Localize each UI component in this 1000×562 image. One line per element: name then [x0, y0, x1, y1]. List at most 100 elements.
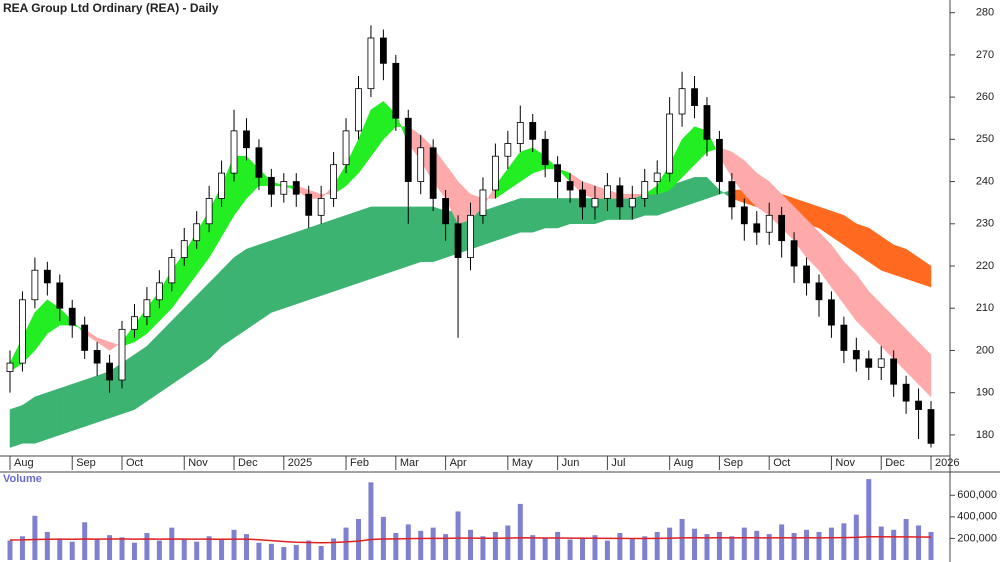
- ma-band: [905, 248, 919, 284]
- volume-bar: [82, 522, 88, 560]
- candle-body: [653, 172, 661, 182]
- ma-band: [507, 151, 521, 191]
- candle-body: [205, 198, 213, 225]
- y-tick-label: 400,000: [957, 511, 997, 523]
- candle-body: [541, 138, 549, 166]
- candle-body: [828, 299, 835, 326]
- volume-bar: [567, 539, 573, 560]
- ma-band: [831, 244, 845, 305]
- volume-bar: [119, 537, 125, 560]
- ma-band: [880, 235, 894, 275]
- volume-bar: [604, 540, 610, 560]
- ma-band: [22, 396, 36, 444]
- volume-bar: [741, 527, 747, 560]
- y-tick-label: 210: [976, 302, 994, 314]
- volume-bar: [69, 541, 75, 560]
- candle-body: [280, 181, 288, 195]
- ma-band: [408, 206, 421, 267]
- y-tick-label: 280: [976, 7, 994, 19]
- ma-band: [868, 227, 882, 271]
- candle-body: [19, 299, 26, 364]
- volume-bar: [505, 525, 511, 560]
- volume-bar: [555, 531, 561, 560]
- candle-body: [529, 122, 537, 140]
- ma-band: [918, 341, 932, 398]
- ma-band: [345, 210, 359, 288]
- candle-body: [168, 257, 176, 284]
- x-tick-label: Dec: [885, 457, 905, 469]
- candle-body: [566, 181, 574, 191]
- volume-bar: [592, 535, 598, 560]
- volume-bar: [393, 533, 399, 560]
- candle-body: [840, 324, 848, 351]
- volume-bar: [654, 531, 660, 560]
- y-tick-label: 250: [976, 133, 994, 145]
- volume-bar: [219, 539, 225, 560]
- ma-band: [370, 100, 384, 157]
- volume-bar: [642, 536, 648, 560]
- candle-body: [728, 181, 736, 208]
- ma-band: [694, 177, 708, 204]
- ma-band: [905, 328, 919, 385]
- volume-bar: [766, 534, 772, 560]
- candle-body: [865, 358, 873, 368]
- ma-band: [320, 219, 334, 296]
- volume-bar: [828, 527, 834, 560]
- candle-body: [230, 130, 238, 174]
- ma-band: [831, 210, 845, 246]
- volume-bar: [716, 531, 722, 560]
- x-tick-label: Aug: [674, 457, 694, 469]
- ma-band: [843, 214, 857, 254]
- ma-band: [258, 240, 272, 322]
- candle-body: [404, 117, 412, 182]
- y-tick-label: 600,000: [957, 489, 997, 501]
- candle-body: [267, 176, 275, 195]
- candle-body: [491, 155, 499, 191]
- x-tick-label: Feb: [350, 457, 369, 469]
- volume-bar: [355, 519, 361, 560]
- ma-band: [395, 206, 409, 271]
- volume-average-line: [9, 535, 932, 544]
- candle-body: [778, 214, 786, 242]
- volume-bar: [44, 531, 50, 560]
- candle-body: [890, 358, 898, 385]
- candle-body: [342, 130, 350, 166]
- volume-bar: [580, 537, 586, 560]
- ma-band: [856, 223, 870, 263]
- candle-body: [666, 113, 674, 174]
- ma-band: [843, 261, 857, 322]
- volume-bar: [667, 527, 673, 560]
- y-tick-label: 220: [976, 260, 994, 272]
- candle-body: [255, 147, 263, 178]
- candle-body: [815, 282, 823, 301]
- x-tick-label: Nov: [835, 457, 855, 469]
- volume-bar: [816, 531, 822, 560]
- ma-band: [233, 248, 247, 339]
- x-tick-label: Nov: [188, 457, 208, 469]
- candle-body: [6, 362, 14, 372]
- ma-band: [868, 290, 882, 347]
- volume-bar: [841, 523, 847, 560]
- volume-bar: [293, 544, 299, 560]
- x-tick-label: Aug: [14, 457, 34, 469]
- candle-body: [703, 105, 711, 140]
- x-tick-label: Oct: [773, 457, 790, 469]
- volume-bar: [94, 539, 100, 560]
- volume-bar: [430, 527, 436, 560]
- x-tick-label: Mar: [400, 457, 419, 469]
- volume-bar: [443, 534, 449, 560]
- candle-body: [616, 185, 624, 208]
- ma-band: [47, 388, 61, 440]
- candle-body: [56, 282, 64, 309]
- x-tick-label: 2025: [288, 457, 312, 469]
- x-tick-label: Jun: [562, 457, 580, 469]
- ma-band: [283, 231, 297, 309]
- candle-body: [330, 164, 337, 199]
- volume-bar: [804, 529, 810, 560]
- x-tick-label: May: [512, 457, 533, 469]
- volume-bar: [318, 545, 324, 560]
- volume-bar: [754, 530, 760, 560]
- candle-body: [93, 350, 101, 364]
- candle-body: [902, 383, 910, 402]
- volume-bar: [779, 524, 785, 560]
